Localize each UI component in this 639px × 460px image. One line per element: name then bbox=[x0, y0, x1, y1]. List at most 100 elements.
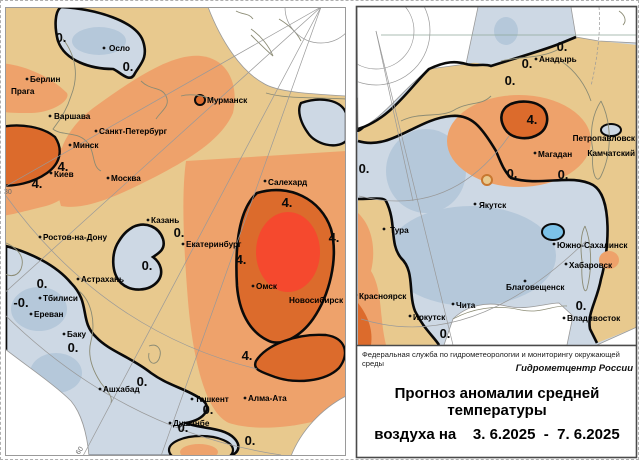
forecast-title-line2: воздуха на 3. 6.2025 - 7. 6.2025 bbox=[374, 426, 620, 443]
city-label: Хабаровск bbox=[569, 260, 613, 270]
caucasus-cold-core bbox=[11, 287, 67, 331]
contour-value-label: -0. bbox=[13, 295, 28, 310]
city-dot bbox=[168, 421, 172, 425]
contour-value-label: 0. bbox=[142, 258, 153, 273]
krasnoyarsk-warm-corner bbox=[358, 303, 372, 345]
city-dot bbox=[68, 143, 72, 147]
city-label: Магадан bbox=[538, 150, 572, 159]
contour-value-label: 0. bbox=[505, 73, 516, 88]
right-coastlines bbox=[400, 10, 626, 320]
left-outside-regions bbox=[5, 7, 346, 456]
city-label: Мурманск bbox=[207, 96, 248, 105]
contour-value-label: 0. bbox=[245, 433, 256, 448]
city-dot bbox=[451, 302, 455, 306]
contour-value-label: 0. bbox=[203, 402, 214, 417]
city-label: Владивосток bbox=[567, 314, 621, 323]
contour-value-label: 4. bbox=[242, 348, 253, 363]
city-label: Казань bbox=[151, 216, 179, 225]
magadan-plus4-region bbox=[500, 100, 549, 140]
city-label: Варшава bbox=[54, 112, 91, 121]
contour-value-label: 4. bbox=[329, 230, 340, 245]
contour-value-label: 4. bbox=[32, 176, 43, 191]
city-dot bbox=[102, 46, 106, 50]
left-city-labels: Осло Берлин Прага Варшава Мурманск Санкт-Пете… bbox=[11, 44, 344, 428]
city-dot bbox=[251, 284, 255, 288]
right-graticule bbox=[357, 7, 636, 345]
right-map-panel: Анадырь Петропавловск Камчатский Магадан Яку… bbox=[357, 7, 636, 345]
city-label: Чита bbox=[456, 301, 476, 310]
city-dot bbox=[62, 332, 66, 336]
city-label: Прага bbox=[11, 87, 35, 96]
city-label: Санкт-Петербург bbox=[99, 126, 168, 136]
city-label: Тбилиси bbox=[43, 293, 78, 303]
right-cold-core-1 bbox=[386, 206, 556, 306]
contour-value-label: 0. bbox=[56, 30, 67, 45]
contour-value-label: 0. bbox=[507, 166, 518, 181]
city-dot bbox=[562, 316, 566, 320]
city-dot bbox=[523, 279, 527, 283]
contour-value-label: 0. bbox=[440, 326, 451, 341]
city-label: Осло bbox=[109, 44, 130, 53]
right-panel-border bbox=[355, 5, 638, 459]
city-label: Ташкент bbox=[195, 395, 229, 404]
city-label: Ростов-на-Дону bbox=[43, 233, 107, 242]
right-cold-core-2 bbox=[386, 129, 466, 213]
petropavlovsk-cold-spot bbox=[600, 123, 622, 137]
city-label: Берлин bbox=[30, 75, 60, 84]
contour-value-label: 0. bbox=[137, 374, 148, 389]
contour-value-label: 4. bbox=[236, 252, 247, 267]
city-label: Екатеринбург bbox=[186, 239, 242, 249]
city-dot bbox=[38, 235, 42, 239]
contour-value-label: 0. bbox=[174, 225, 185, 240]
city-label: Салехард bbox=[268, 178, 308, 187]
kara-sea-cold-region bbox=[298, 98, 346, 147]
city-label: Петропавловск bbox=[573, 134, 636, 143]
city-dot bbox=[25, 77, 29, 81]
magadan-orange-halo bbox=[447, 95, 591, 187]
forecast-title-line1: Прогноз аномалии средней температуры bbox=[394, 385, 600, 419]
city-dot bbox=[408, 314, 412, 318]
city-label: Красноярск bbox=[359, 292, 407, 301]
yakutsk-warm-dot bbox=[481, 174, 493, 186]
left-coastlines bbox=[5, 10, 346, 404]
city-dot bbox=[533, 151, 537, 155]
hot-core-region bbox=[256, 212, 320, 292]
city-label: Киев bbox=[54, 170, 74, 179]
kazan-cold-region bbox=[111, 223, 165, 291]
city-label: Камчатский bbox=[587, 149, 635, 158]
right-city-dots bbox=[357, 57, 568, 320]
left-graticule bbox=[5, 7, 346, 456]
attribution-text: Федеральная служба по гидрометеорологии … bbox=[362, 350, 620, 368]
city-dot bbox=[98, 387, 102, 391]
khabarovsk-warm-spot bbox=[599, 251, 619, 269]
city-dot bbox=[29, 312, 33, 316]
contour-value-label: 4. bbox=[58, 159, 69, 174]
right-outside-regions bbox=[357, 7, 636, 345]
contour-value-label: 0. bbox=[68, 340, 79, 355]
city-label: Душанбе bbox=[173, 418, 210, 428]
left-city-dots bbox=[25, 46, 267, 425]
contour-value-label: 0. bbox=[178, 420, 189, 435]
city-dot bbox=[106, 176, 110, 180]
contour-value-label: 0. bbox=[37, 276, 48, 291]
city-dot bbox=[243, 396, 247, 400]
right-west-orange-band bbox=[358, 213, 386, 345]
contour-value-label: 4. bbox=[527, 112, 538, 127]
city-label: Анадырь bbox=[539, 55, 577, 64]
city-label: Тура bbox=[390, 226, 409, 235]
city-label: Минск bbox=[73, 141, 99, 150]
dushanbe-warm-core bbox=[180, 444, 218, 456]
city-label: Москва bbox=[111, 174, 141, 183]
city-label: Ашхабад bbox=[103, 384, 140, 394]
city-dot bbox=[552, 242, 556, 246]
city-label: Новосибирск bbox=[289, 295, 344, 305]
city-dot bbox=[181, 242, 185, 246]
arctic-cold-spot bbox=[494, 17, 518, 45]
contour-value-label: 0. bbox=[123, 59, 134, 74]
city-label: Южно-Сахалинск bbox=[557, 241, 628, 250]
left-map-panel: Осло Берлин Прага Варшава Мурманск Санкт-Пете… bbox=[5, 7, 346, 456]
city-label: Якутск bbox=[479, 201, 507, 210]
city-label: Астрахань bbox=[81, 275, 124, 284]
oslo-cold-core bbox=[72, 27, 126, 55]
